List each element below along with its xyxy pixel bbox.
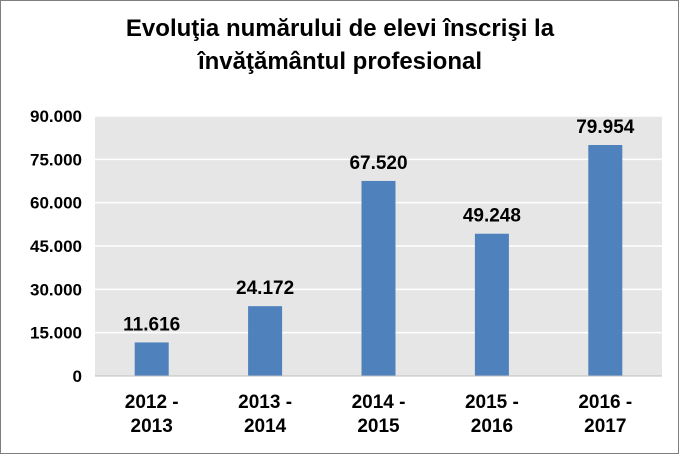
y-tick-label: 30.000 xyxy=(30,280,82,299)
x-tick-label: 2015 xyxy=(357,416,400,437)
x-tick-label: 2013 - xyxy=(238,392,292,413)
y-tick-label: 45.000 xyxy=(30,237,82,256)
data-label: 11.616 xyxy=(123,314,180,335)
chart-title-line-2: învăţământul profesional xyxy=(197,48,483,75)
x-tick-label: 2014 - xyxy=(352,392,406,413)
y-tick-label: 15.000 xyxy=(30,324,82,343)
x-tick-label: 2014 xyxy=(244,416,287,437)
chart-title-line-1: Evoluţia numărului de elevi înscrişi la xyxy=(125,15,555,42)
data-label: 24.172 xyxy=(236,278,294,299)
x-tick-label: 2012 - xyxy=(125,392,179,413)
bar xyxy=(361,180,396,376)
bar xyxy=(588,145,623,376)
y-tick-label: 60.000 xyxy=(30,194,82,213)
x-tick-label: 2013 xyxy=(131,416,173,437)
x-tick-label: 2017 xyxy=(584,416,626,437)
x-tick-label: 2016 - xyxy=(578,392,632,413)
bar xyxy=(248,306,283,376)
x-tick-label: 2016 xyxy=(471,416,513,437)
y-tick-label: 75.000 xyxy=(30,150,82,169)
y-tick-label: 90.000 xyxy=(30,107,82,126)
data-label: 67.520 xyxy=(349,153,407,174)
chart-title: Evoluţia numărului de elevi înscrişi la … xyxy=(40,12,640,78)
data-label: 79.954 xyxy=(576,117,635,138)
y-tick-label: 0 xyxy=(73,367,82,386)
x-tick-label: 2015 - xyxy=(465,392,519,413)
bar xyxy=(134,342,169,376)
bar xyxy=(474,233,509,376)
data-label: 49.248 xyxy=(463,206,521,227)
